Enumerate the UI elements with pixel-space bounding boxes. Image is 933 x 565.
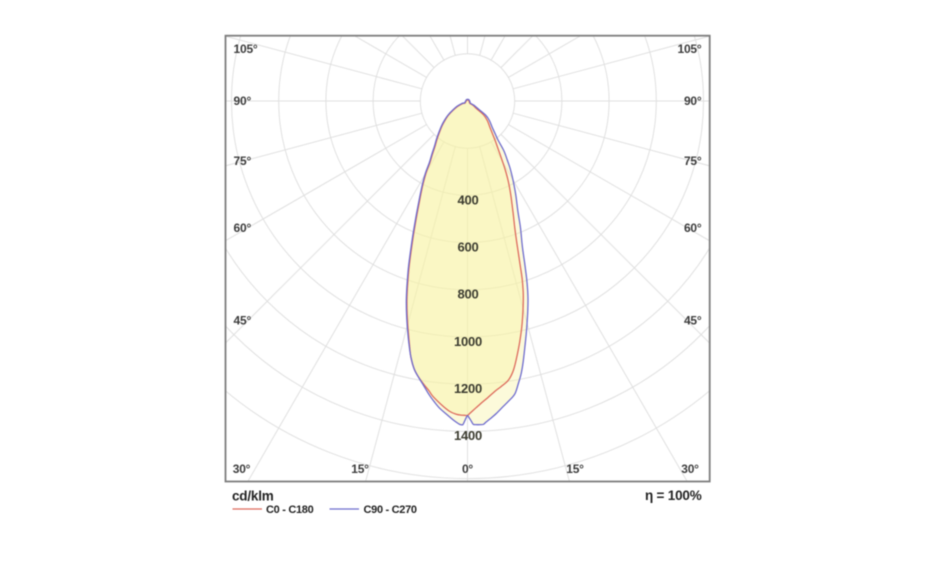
svg-text:1200: 1200 bbox=[454, 381, 482, 396]
svg-text:η = 100%: η = 100% bbox=[645, 488, 702, 503]
svg-text:0°: 0° bbox=[462, 462, 473, 476]
svg-text:600: 600 bbox=[457, 240, 478, 255]
svg-text:400: 400 bbox=[457, 193, 478, 208]
svg-text:C0 - C180: C0 - C180 bbox=[266, 504, 314, 516]
svg-text:15°: 15° bbox=[566, 462, 584, 476]
svg-text:1400: 1400 bbox=[454, 428, 482, 443]
svg-text:60°: 60° bbox=[684, 221, 702, 235]
svg-text:800: 800 bbox=[457, 287, 478, 302]
svg-text:45°: 45° bbox=[684, 314, 702, 328]
svg-text:75°: 75° bbox=[684, 154, 702, 168]
svg-text:30°: 30° bbox=[681, 462, 699, 476]
svg-text:75°: 75° bbox=[234, 154, 252, 168]
svg-text:45°: 45° bbox=[234, 314, 252, 328]
svg-text:90°: 90° bbox=[684, 94, 702, 108]
svg-text:105°: 105° bbox=[234, 42, 258, 56]
svg-text:15°: 15° bbox=[351, 462, 369, 476]
svg-text:90°: 90° bbox=[234, 94, 252, 108]
svg-text:30°: 30° bbox=[233, 462, 251, 476]
svg-text:60°: 60° bbox=[234, 221, 252, 235]
svg-text:C90 - C270: C90 - C270 bbox=[364, 504, 417, 516]
svg-text:cd/klm: cd/klm bbox=[232, 489, 274, 504]
svg-text:105°: 105° bbox=[677, 42, 701, 56]
svg-text:1000: 1000 bbox=[454, 334, 482, 349]
